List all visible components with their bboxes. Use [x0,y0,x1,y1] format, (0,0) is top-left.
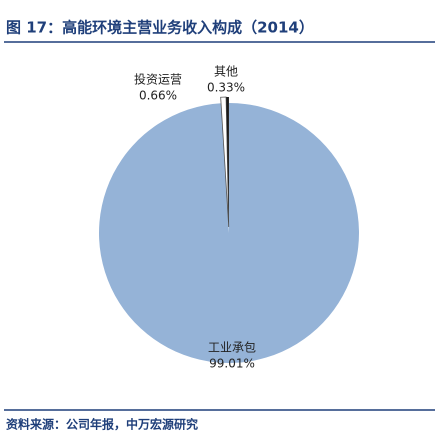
pie-slice [98,103,359,363]
slice-value-label: 0.33% [207,81,245,95]
pie-slice [226,97,229,228]
slice-label: 工业承包 [208,341,256,355]
chart-title: 图 17：高能环境主营业务收入构成（2014） [6,19,314,37]
slice-value-label: 99.01% [209,357,255,371]
pie-slice [220,96,230,228]
slice-label: 投资运营 [134,72,182,87]
source: 资料来源：公司年报，中万宏源研究 [6,417,198,432]
slice-label: 其他 [214,65,238,79]
slice-value-label: 0.66% [139,89,177,103]
